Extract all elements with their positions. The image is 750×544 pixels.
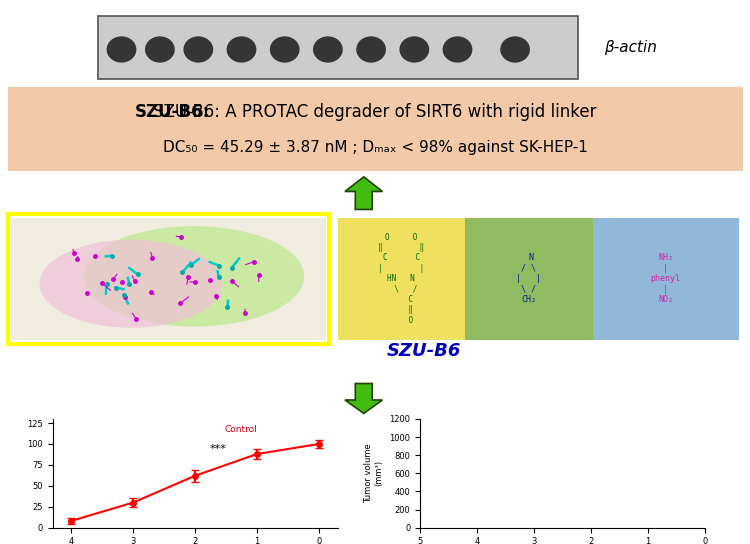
Bar — [465, 218, 592, 340]
FancyArrow shape — [345, 384, 382, 413]
FancyArrow shape — [345, 177, 382, 209]
Text: ***: *** — [209, 443, 226, 454]
Text: SZU-B6: A PROTAC degrader of SIRT6 with rigid linker: SZU-B6: A PROTAC degrader of SIRT6 with … — [153, 103, 597, 121]
Text: O     O
‖        ‖
C      C
|        |
HN   N
  \   /
    C
    ‖
    O: O O ‖ ‖ C C | | HN N \ / C ‖ O — [378, 233, 424, 325]
Ellipse shape — [313, 36, 343, 63]
Ellipse shape — [500, 36, 530, 63]
Ellipse shape — [270, 36, 299, 63]
Text: N
/ \
|   |
\ /
CH₂: N / \ | | \ / CH₂ — [516, 254, 542, 304]
Bar — [338, 218, 465, 340]
Text: SZU-B6: SZU-B6 — [386, 342, 461, 360]
Text: NH₂
|
phenyl
|
NO₂: NH₂ | phenyl | NO₂ — [650, 254, 681, 304]
Bar — [98, 16, 578, 79]
Ellipse shape — [184, 36, 213, 63]
Bar — [8, 87, 742, 171]
Bar — [8, 214, 329, 344]
Ellipse shape — [442, 36, 472, 63]
Text: Control: Control — [225, 425, 258, 434]
Ellipse shape — [40, 239, 222, 327]
Text: DC₅₀ = 45.29 ± 3.87 nM ; Dₘₐₓ < 98% against SK-HEP-1: DC₅₀ = 45.29 ± 3.87 nM ; Dₘₐₓ < 98% agai… — [163, 140, 587, 155]
Ellipse shape — [400, 36, 429, 63]
Ellipse shape — [356, 36, 386, 63]
Bar — [11, 218, 326, 340]
Text: β-actin: β-actin — [604, 40, 657, 55]
Ellipse shape — [226, 36, 256, 63]
Text: SZU-B6:: SZU-B6: — [135, 103, 210, 121]
Ellipse shape — [145, 36, 175, 63]
Bar — [592, 218, 739, 340]
Ellipse shape — [106, 36, 136, 63]
Y-axis label: Tumor volume
(mm³): Tumor volume (mm³) — [364, 443, 384, 503]
Ellipse shape — [84, 226, 304, 326]
